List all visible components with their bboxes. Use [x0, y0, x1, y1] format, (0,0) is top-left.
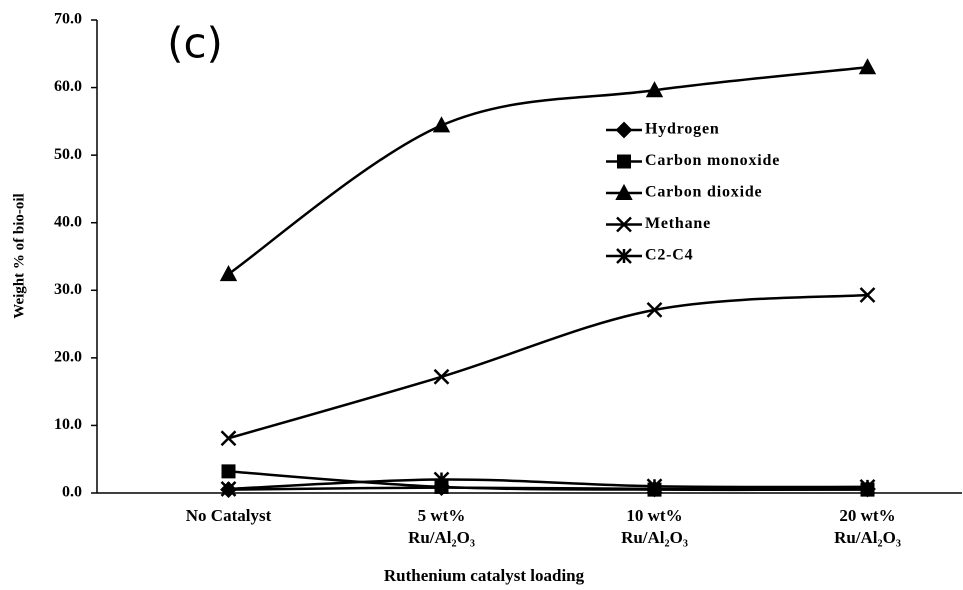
legend-label: C2-C4: [645, 247, 693, 264]
y-tick-label: 0.0: [62, 484, 82, 501]
marker: [646, 478, 663, 495]
marker: [220, 481, 237, 497]
y-axis-label: Weight % of bio-oil: [11, 193, 27, 318]
x-axis-label: Ruthenium catalyst loading: [384, 566, 585, 585]
x-tick-label: 10 wt% Ru/Al₂O₃: [621, 506, 688, 547]
marker: [616, 216, 632, 233]
marker: [859, 287, 876, 303]
marker: [858, 58, 877, 75]
legend-label: Methane: [645, 215, 711, 232]
x-tick-label: 5 wt% Ru/Al₂O₃: [408, 506, 475, 547]
legend-label: Carbon dioxide: [645, 184, 762, 201]
legend-label: Carbon monoxide: [645, 152, 780, 169]
marker: [433, 471, 450, 488]
x-tick-label: 20 wt% Ru/Al₂O₃: [834, 506, 901, 547]
marker: [646, 301, 663, 318]
x-tick-label: No Catalyst: [185, 506, 272, 525]
marker: [859, 479, 876, 495]
y-tick-label: 20.0: [54, 349, 82, 366]
series-line: [228, 478, 868, 491]
y-tick-label: 60.0: [54, 78, 82, 95]
marker: [220, 430, 237, 447]
y-tick-label: 70.0: [54, 11, 82, 28]
series-line: [228, 470, 868, 492]
marker: [219, 264, 238, 282]
marker: [645, 81, 664, 98]
y-tick-label: 50.0: [54, 146, 82, 163]
marker: [617, 154, 631, 169]
y-tick-label: 10.0: [54, 416, 82, 433]
annotation: (c): [167, 19, 223, 68]
marker: [221, 464, 236, 479]
legend-label: Hydrogen: [645, 121, 720, 138]
marker: [615, 121, 633, 139]
y-tick-label: 30.0: [54, 281, 82, 298]
y-tick-label: 40.0: [54, 213, 82, 230]
marker: [615, 183, 633, 200]
marker: [432, 116, 451, 133]
series-line: [228, 293, 868, 440]
marker: [616, 248, 632, 264]
series-line: [227, 66, 868, 276]
marker: [433, 368, 450, 385]
